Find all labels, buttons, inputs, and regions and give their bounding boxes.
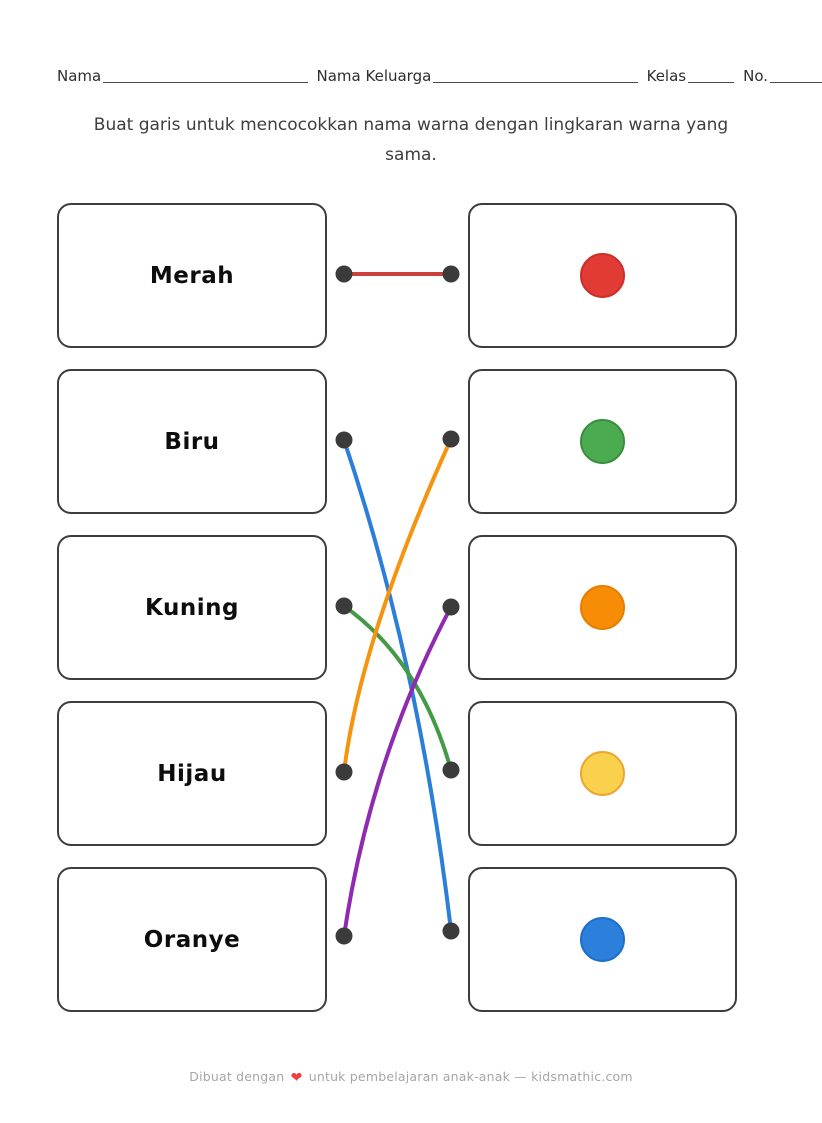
color-name-card-merah[interactable]: Merah xyxy=(57,203,327,348)
blue-circle xyxy=(580,917,625,962)
color-name-label: Kuning xyxy=(145,594,239,621)
color-name-label: Merah xyxy=(149,262,235,289)
connector-dot-left-oranye[interactable] xyxy=(335,927,353,945)
no-input-line[interactable] xyxy=(770,81,822,83)
nama-keluarga-input-line[interactable] xyxy=(433,81,638,83)
match-line-hijau-green xyxy=(342,437,453,774)
connector-dot-left-hijau[interactable] xyxy=(335,763,353,781)
color-circle-card-orange[interactable] xyxy=(468,535,737,680)
connector-dot-right-orange[interactable] xyxy=(442,598,460,616)
connector-dot-right-green[interactable] xyxy=(442,430,460,448)
connector-dot-left-biru[interactable] xyxy=(335,431,353,449)
color-name-label: Oranye xyxy=(143,926,241,953)
color-circle-card-blue[interactable] xyxy=(468,867,737,1012)
nama-keluarga-label: Nama Keluarga xyxy=(316,67,432,85)
color-name-card-kuning[interactable]: Kuning xyxy=(57,535,327,680)
nama-input-line[interactable] xyxy=(103,81,308,83)
green-circle xyxy=(580,419,625,464)
match-line-oranye-orange xyxy=(342,605,453,938)
kelas-label: Kelas xyxy=(646,67,687,85)
connector-dot-left-merah[interactable] xyxy=(335,265,353,283)
connector-dot-left-kuning[interactable] xyxy=(335,597,353,615)
nama-label: Nama xyxy=(57,67,102,85)
red-circle xyxy=(580,253,625,298)
color-name-card-oranye[interactable]: Oranye xyxy=(57,867,327,1012)
color-circle-card-green[interactable] xyxy=(468,369,737,514)
no-label: No. xyxy=(743,67,769,85)
connector-dot-right-yellow[interactable] xyxy=(442,761,460,779)
connector-dot-right-red[interactable] xyxy=(442,265,460,283)
color-name-card-hijau[interactable]: Hijau xyxy=(57,701,327,846)
header-fields: Nama Nama Keluarga Kelas No. xyxy=(57,66,822,86)
instruction-text: Buat garis untuk mencocokkan nama warna … xyxy=(93,115,729,165)
footer-text-after: untuk pembelajaran anak-anak — kidsmathi… xyxy=(308,1069,633,1084)
color-name-label: Hijau xyxy=(157,760,227,787)
connector-dot-right-blue[interactable] xyxy=(442,922,460,940)
color-circle-card-red[interactable] xyxy=(468,203,737,348)
yellow-circle xyxy=(580,751,625,796)
kelas-input-line[interactable] xyxy=(688,81,735,83)
color-name-label: Biru xyxy=(164,428,220,455)
color-name-card-biru[interactable]: Biru xyxy=(57,369,327,514)
match-line-kuning-yellow xyxy=(342,604,453,772)
footer-text-before: Dibuat dengan xyxy=(189,1069,285,1084)
match-line-biru-blue xyxy=(342,438,453,933)
heart-icon: ❤ xyxy=(290,1070,303,1086)
footer-credit: Dibuat dengan ❤ untuk pembelajaran anak-… xyxy=(0,1069,822,1086)
color-circle-card-yellow[interactable] xyxy=(468,701,737,846)
orange-circle xyxy=(580,585,625,630)
